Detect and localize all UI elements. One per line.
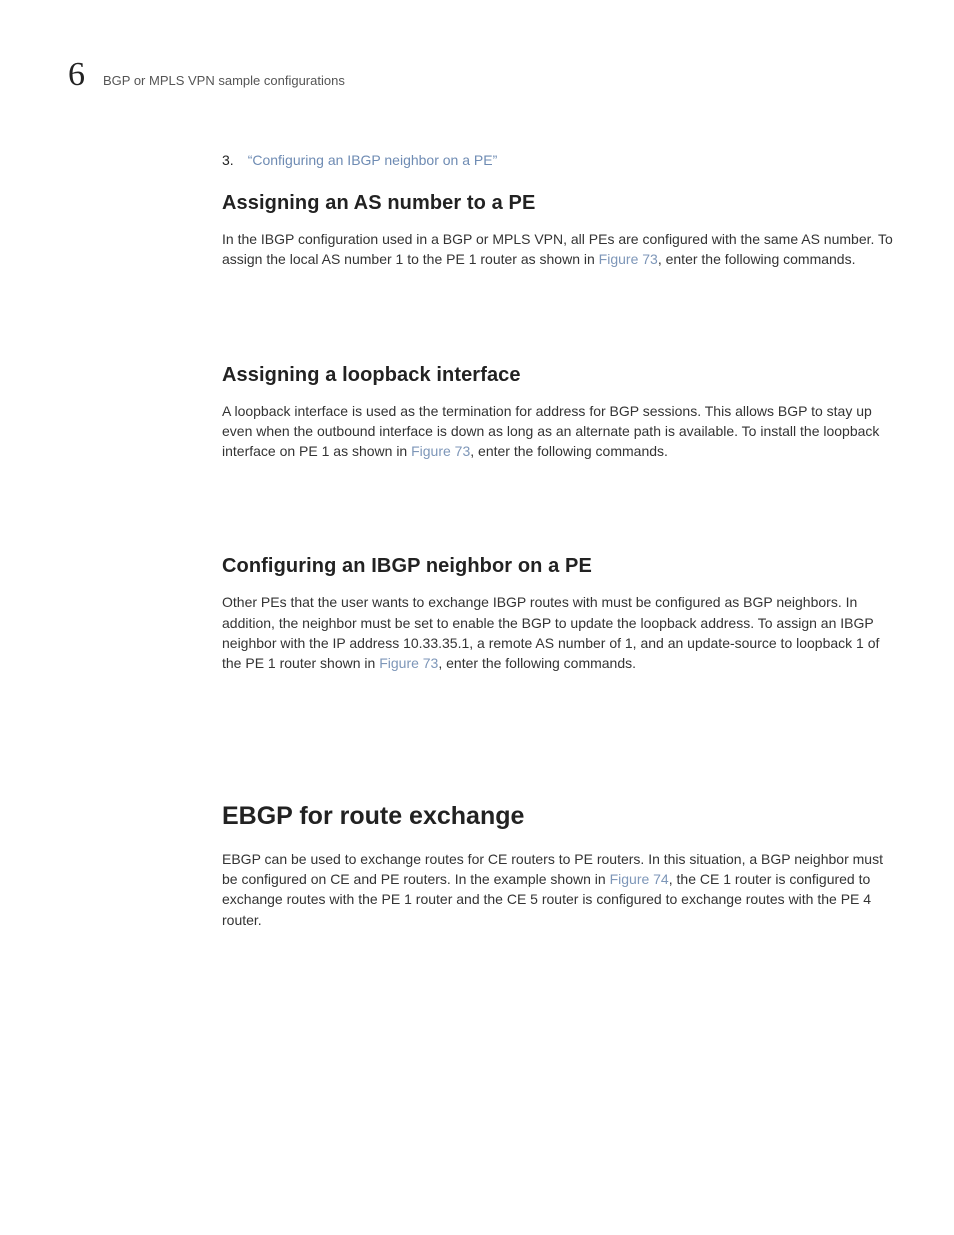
- spacer: [222, 471, 902, 537]
- text-run: , enter the following commands.: [658, 251, 856, 267]
- content-column: 3. “Configuring an IBGP neighbor on a PE…: [222, 152, 902, 930]
- paragraph-loopback: A loopback interface is used as the term…: [222, 401, 902, 462]
- figure-reference-link[interactable]: Figure 74: [610, 871, 669, 887]
- paragraph-ibgp: Other PEs that the user wants to exchang…: [222, 592, 902, 673]
- heading-assign-as: Assigning an AS number to a PE: [222, 192, 902, 215]
- list-number: 3.: [222, 152, 234, 168]
- heading-ebgp: EBGP for route exchange: [222, 802, 902, 831]
- figure-reference-link[interactable]: Figure 73: [411, 443, 470, 459]
- page: 6 BGP or MPLS VPN sample configurations …: [0, 0, 954, 1235]
- running-title: BGP or MPLS VPN sample configurations: [103, 73, 345, 88]
- text-run: , enter the following commands.: [470, 443, 668, 459]
- figure-reference-link[interactable]: Figure 73: [599, 251, 658, 267]
- cross-reference-link[interactable]: “Configuring an IBGP neighbor on a PE”: [248, 152, 498, 168]
- figure-reference-link[interactable]: Figure 73: [379, 655, 438, 671]
- page-header: 6 BGP or MPLS VPN sample configurations: [68, 58, 886, 92]
- heading-ibgp: Configuring an IBGP neighbor on a PE: [222, 555, 902, 578]
- spacer: [222, 280, 902, 346]
- paragraph-assign-as: In the IBGP configuration used in a BGP …: [222, 229, 902, 270]
- chapter-number: 6: [68, 58, 85, 92]
- text-run: , enter the following commands.: [438, 655, 636, 671]
- ordered-list-item-3: 3. “Configuring an IBGP neighbor on a PE…: [222, 152, 902, 168]
- spacer: [222, 684, 902, 802]
- paragraph-ebgp: EBGP can be used to exchange routes for …: [222, 849, 902, 930]
- heading-loopback: Assigning a loopback interface: [222, 364, 902, 387]
